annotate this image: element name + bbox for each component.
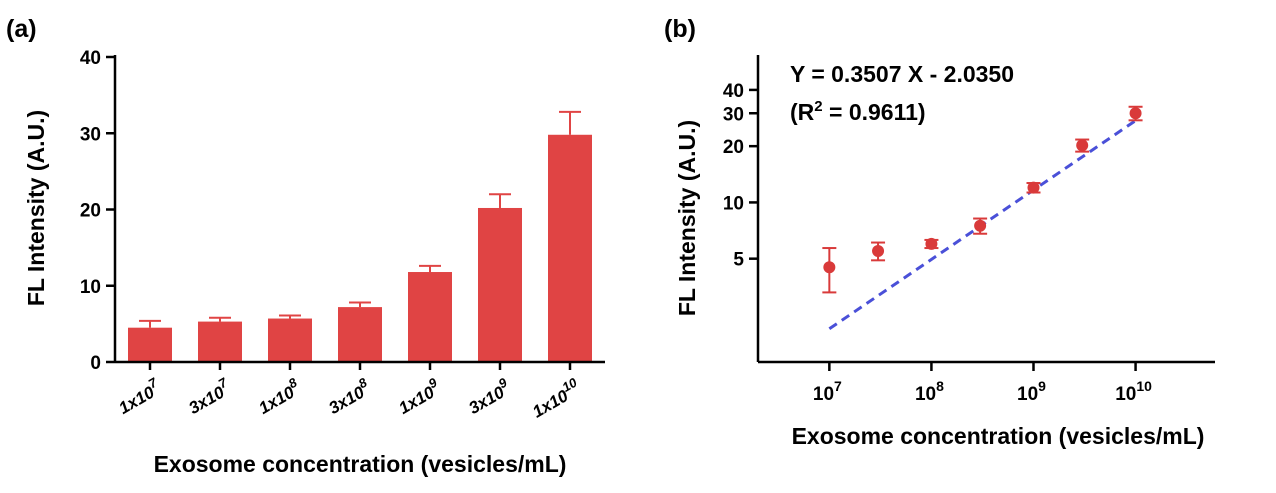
a-xtick-label: 1x108: [253, 374, 305, 418]
fit-r2: (R2 = 0.9611): [790, 98, 926, 125]
a-xtick-label: 1x107: [113, 374, 165, 418]
a-xtick-label: 1x109: [393, 374, 445, 418]
b-xtick-label: 107: [813, 378, 842, 405]
a-xtick-label: 3x107: [183, 374, 235, 418]
panel-a-ylabel: FL Intensity (A.U.): [23, 110, 49, 306]
b-xtick-label: 108: [915, 378, 944, 405]
b-ytick-label: 10: [723, 193, 744, 214]
a-ytick-label: 0: [90, 353, 101, 374]
a-xtick-label: 3x108: [323, 374, 375, 418]
a-xtick-label: 1x1010: [527, 374, 585, 421]
panel-a: (a) FL Intensity (A.U.) Exosome concentr…: [6, 15, 605, 477]
panel-b-xlabel: Exosome concentration (vesicles/mL): [792, 423, 1205, 449]
data-point: [1076, 139, 1089, 152]
b-ytick-label: 40: [723, 81, 744, 102]
data-point: [974, 219, 987, 232]
b-xtick-label: 1010: [1115, 378, 1152, 405]
data-point: [823, 261, 836, 274]
a-ytick-label: 20: [80, 201, 101, 222]
panel-a-label: (a): [6, 15, 37, 43]
data-point: [872, 244, 885, 257]
bar: [198, 321, 242, 362]
b-ytick-label: 20: [723, 137, 744, 158]
panel-b-label: (b): [664, 15, 696, 43]
bar: [338, 307, 382, 362]
a-ytick-label: 30: [80, 124, 101, 145]
bar: [268, 318, 312, 362]
data-point: [925, 237, 938, 250]
b-ytick-label: 5: [733, 250, 744, 271]
fit-equation: Y = 0.3507 X - 2.0350: [790, 61, 1014, 87]
bar: [128, 327, 172, 362]
b-ytick-label: 30: [723, 104, 744, 125]
a-ytick-label: 40: [80, 48, 101, 69]
data-point: [1129, 107, 1142, 120]
bar: [408, 272, 452, 362]
panel-b: (b) FL Intensity (A.U.) Exosome concentr…: [664, 15, 1215, 449]
b-xtick-label: 109: [1017, 378, 1046, 405]
a-xtick-label: 3x109: [463, 374, 515, 418]
panel-b-ylabel: FL Intensity (A.U.): [674, 120, 700, 316]
data-point: [1027, 181, 1040, 194]
bar: [548, 134, 592, 362]
a-ytick-label: 10: [80, 277, 101, 298]
bar: [478, 207, 522, 362]
panel-a-xlabel: Exosome concentration (vesicles/mL): [154, 451, 567, 477]
